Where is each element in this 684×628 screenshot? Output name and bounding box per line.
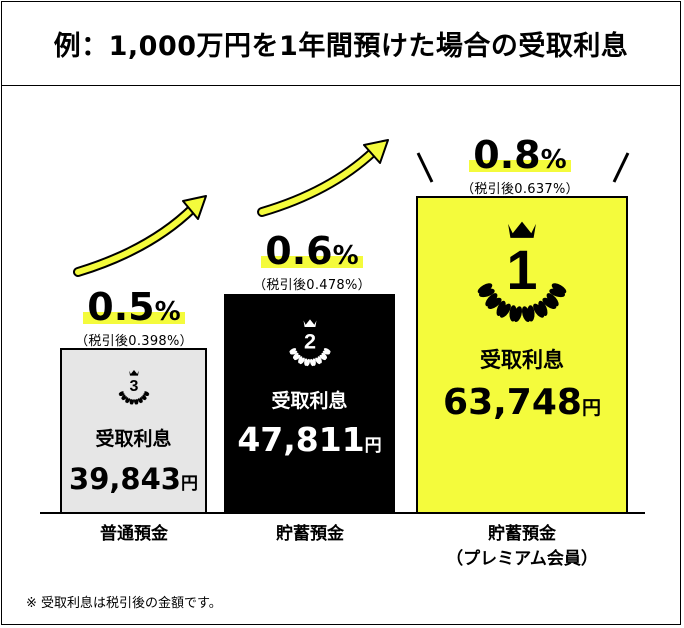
title-bar: 例：1,000万円を1年間預けた場合の受取利息 [2, 2, 680, 86]
bar-chochiku-yokin-premium: 1 受取利息 63,748円 [416, 196, 628, 514]
after-tax-rate: （税引後0.478%） [253, 278, 371, 293]
svg-text:3: 3 [129, 378, 138, 395]
laurel-wreath-icon: 3 [118, 370, 149, 405]
category-label-3: 貯蓄預金 （プレミアム会員） [446, 524, 598, 569]
chart-title: 例：1,000万円を1年間預けた場合の受取利息 [53, 31, 629, 62]
rank-badge: 1 [418, 210, 626, 330]
interest-label: 受取利息 [480, 348, 564, 372]
interest-amount: 47,811円 [237, 420, 382, 459]
after-tax-rate: （税引後0.398%） [75, 334, 193, 349]
rank-badge: 2 [226, 314, 393, 372]
interest-rate: 0.6% [261, 232, 363, 270]
bar-futsu-yokin: 3 受取利息 39,843円 [60, 348, 207, 514]
interest-rate: 0.8% [469, 136, 571, 174]
rate-label-1: 0.5% （税引後0.398%） [44, 288, 224, 349]
footnote: ※ 受取利息は税引後の金額です。 [26, 596, 222, 611]
x-axis-baseline [40, 512, 645, 514]
rate-label-3: 0.8% （税引後0.637%） [430, 136, 610, 197]
laurel-wreath-icon: 2 [288, 319, 331, 367]
interest-label: 受取利息 [271, 390, 348, 412]
rank-badge: 3 [62, 366, 205, 410]
after-tax-rate: （税引後0.637%） [461, 182, 579, 197]
rate-label-2: 0.6% （税引後0.478%） [222, 232, 402, 293]
category-label-1: 普通預金 [100, 524, 168, 544]
interest-amount: 63,748円 [443, 382, 601, 423]
svg-text:1: 1 [507, 239, 538, 301]
interest-amount: 39,843円 [69, 462, 198, 496]
svg-text:2: 2 [303, 329, 315, 354]
interest-label: 受取利息 [95, 428, 172, 450]
laurel-wreath-icon: 1 [477, 221, 567, 323]
interest-rate: 0.5% [83, 288, 185, 326]
bar-chochiku-yokin: 2 受取利息 47,811円 [224, 294, 395, 514]
category-label-2: 貯蓄預金 [276, 524, 344, 544]
